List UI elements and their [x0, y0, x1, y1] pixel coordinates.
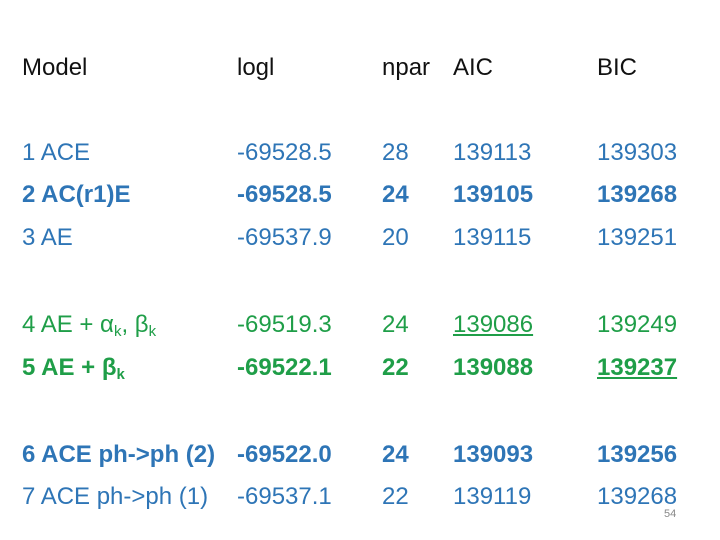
- model-text: 5 AE + β: [22, 354, 117, 381]
- model-cell: 3 AE: [22, 223, 73, 253]
- value-cell: -69537.9: [237, 224, 332, 251]
- model-text: 3 AE: [22, 224, 73, 251]
- model-cell: 5 AE + βk: [22, 353, 125, 383]
- value-cell: 22: [382, 483, 409, 510]
- model-text: 1 ACE: [22, 139, 91, 166]
- value-cell: 139256: [597, 441, 678, 468]
- value-cell: 20: [382, 224, 409, 251]
- model-text: , β: [121, 311, 149, 338]
- model-text: 7 ACE ph->ph (1): [22, 483, 209, 510]
- value-cell: 28: [382, 139, 409, 166]
- value-cell: 139249: [597, 311, 678, 338]
- value-cell: -69537.1: [237, 483, 332, 510]
- value-cell: 24: [382, 181, 409, 208]
- value-cell: -69522.1: [237, 354, 332, 381]
- value-cell: -69528.5: [237, 139, 332, 166]
- value-cell: 139268: [597, 181, 678, 208]
- value-cell: -69522.0: [237, 441, 332, 468]
- value-cell: 139251: [597, 224, 678, 251]
- subscript: k: [148, 323, 157, 340]
- header-cell: BIC: [597, 54, 638, 81]
- model-text: 2 AC(r1)E: [22, 181, 131, 208]
- subscript: k: [113, 323, 122, 340]
- model-cell: 1 ACE: [22, 138, 90, 168]
- page-number: 54: [664, 508, 677, 520]
- model-cell: 6 ACE ph->ph (2): [22, 440, 215, 470]
- value-cell: 24: [382, 311, 409, 338]
- header-cell: npar: [382, 54, 431, 81]
- value-cell: 139086: [453, 311, 534, 338]
- value-cell: 139088: [453, 354, 534, 381]
- header-cell: logl: [237, 54, 275, 81]
- value-cell: 139115: [453, 224, 532, 251]
- value-cell: 22: [382, 354, 409, 381]
- model-cell: 4 AE + αk, βk: [22, 310, 156, 340]
- value-cell: 139105: [453, 181, 534, 208]
- model-text: 4 AE + α: [22, 311, 114, 338]
- value-cell: 139237: [597, 354, 678, 381]
- value-cell: -69528.5: [237, 181, 332, 208]
- value-cell: 139119: [453, 483, 532, 510]
- value-cell: -69519.3: [237, 311, 332, 338]
- model-text: 6 ACE ph->ph (2): [22, 441, 216, 468]
- header-cell: Model: [22, 54, 88, 81]
- value-cell: 139303: [597, 139, 678, 166]
- model-cell: 2 AC(r1)E: [22, 180, 130, 210]
- value-cell: 139113: [453, 139, 532, 166]
- value-cell: 139093: [453, 441, 534, 468]
- subscript: k: [116, 366, 125, 383]
- value-cell: 139268: [597, 483, 678, 510]
- model-cell: 7 ACE ph->ph (1): [22, 482, 208, 512]
- value-cell: 24: [382, 441, 409, 468]
- header-cell: AIC: [453, 54, 494, 81]
